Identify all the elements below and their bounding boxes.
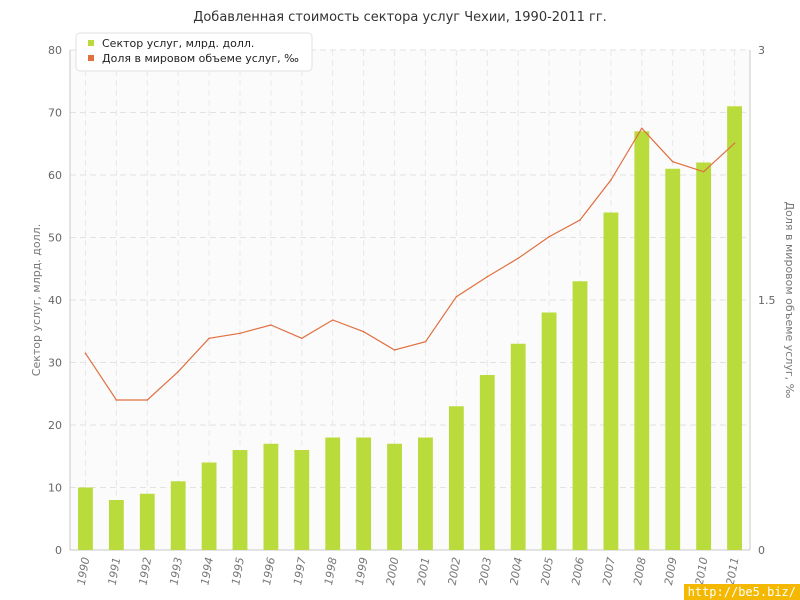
bar bbox=[603, 212, 619, 550]
line-point bbox=[486, 275, 489, 278]
x-tick-label: 2009 bbox=[662, 556, 680, 586]
bar bbox=[108, 500, 124, 550]
line-point bbox=[84, 352, 87, 355]
y-tick-label: 20 bbox=[48, 419, 62, 432]
line-point bbox=[610, 179, 612, 181]
bar bbox=[479, 375, 495, 550]
x-tick-label: 2006 bbox=[569, 556, 587, 586]
y-tick-label: 0 bbox=[55, 544, 62, 557]
bar bbox=[572, 281, 588, 550]
x-tick-label: 2007 bbox=[600, 556, 618, 586]
bar bbox=[294, 450, 310, 550]
x-tick-label: 2008 bbox=[631, 556, 649, 586]
watermark-link[interactable]: http://be5.biz/ bbox=[683, 584, 800, 600]
legend-swatch bbox=[88, 40, 94, 46]
line-point bbox=[301, 337, 303, 340]
bar bbox=[356, 437, 372, 550]
bar bbox=[263, 443, 279, 550]
x-tick-label: 2011 bbox=[724, 556, 742, 586]
y-axis-right-title: Доля в мировом объеме услуг, ‰ bbox=[783, 202, 796, 399]
y-right-tick-label: 1.5 bbox=[758, 294, 776, 307]
x-tick-label: 2005 bbox=[538, 556, 556, 586]
y-right-tick-label: 3 bbox=[758, 44, 765, 57]
bar bbox=[387, 443, 402, 550]
line-point bbox=[424, 340, 427, 343]
line-point bbox=[671, 160, 674, 163]
y-tick-label: 10 bbox=[48, 482, 62, 495]
bar bbox=[727, 106, 742, 550]
y-tick-label: 40 bbox=[48, 294, 62, 307]
line-point bbox=[579, 219, 581, 221]
x-tick-label: 2002 bbox=[446, 556, 464, 586]
y-right-tick-label: 0 bbox=[758, 544, 765, 557]
x-tick-label: 1996 bbox=[260, 556, 278, 586]
line-series bbox=[84, 127, 735, 401]
x-tick-label: 2000 bbox=[384, 556, 402, 586]
x-tick-label: 2004 bbox=[507, 556, 525, 586]
x-tick-label: 1998 bbox=[322, 556, 340, 586]
line-point bbox=[702, 170, 705, 173]
bar bbox=[448, 406, 464, 550]
line-point bbox=[733, 142, 736, 145]
x-tick-label: 2001 bbox=[415, 556, 433, 586]
x-tick-label: 1999 bbox=[353, 556, 371, 586]
x-tick-label: 1990 bbox=[75, 556, 93, 586]
legend-swatch bbox=[88, 55, 94, 61]
x-tick-label: 1992 bbox=[137, 556, 155, 586]
line-point bbox=[208, 337, 210, 340]
bar bbox=[541, 312, 557, 550]
legend-label: Сектор услуг, млрд. долл. bbox=[102, 37, 254, 50]
bar bbox=[325, 437, 341, 550]
line-point bbox=[239, 332, 241, 335]
line-point bbox=[393, 349, 396, 351]
x-tick-label: 2003 bbox=[477, 556, 495, 586]
y-tick-label: 70 bbox=[48, 107, 62, 120]
line-point bbox=[177, 370, 179, 373]
x-tick-label: 1995 bbox=[229, 556, 247, 586]
bar bbox=[139, 493, 155, 550]
line-point bbox=[115, 399, 118, 401]
legend-label: Доля в мировом объеме услуг, ‰ bbox=[102, 52, 299, 65]
bar bbox=[634, 131, 650, 550]
y-tick-label: 30 bbox=[48, 357, 62, 370]
x-tick-label: 1993 bbox=[167, 556, 185, 586]
line-point bbox=[517, 257, 519, 260]
legend-box bbox=[75, 32, 313, 72]
bar bbox=[665, 168, 681, 550]
y-tick-label: 60 bbox=[48, 169, 62, 182]
line-point bbox=[331, 319, 334, 321]
line-point bbox=[641, 127, 643, 130]
line-point bbox=[548, 235, 550, 238]
line-point bbox=[362, 330, 365, 333]
line-point bbox=[455, 295, 458, 298]
bar bbox=[418, 437, 433, 550]
line-point bbox=[270, 324, 272, 326]
x-tick-label: 1991 bbox=[106, 556, 124, 586]
bar bbox=[78, 487, 93, 550]
x-tick-label: 1994 bbox=[198, 556, 216, 586]
bar bbox=[696, 162, 712, 550]
bar bbox=[510, 343, 526, 550]
chart-title: Добавленная стоимость сектора услуг Чехи… bbox=[193, 10, 607, 25]
x-tick-label: 1997 bbox=[291, 556, 309, 586]
line-point bbox=[146, 399, 149, 401]
y-tick-label: 50 bbox=[48, 232, 62, 245]
bar bbox=[201, 462, 217, 550]
y-axis-title: Сектор услуг, млрд. долл. bbox=[30, 224, 43, 376]
bar bbox=[170, 481, 186, 550]
bar bbox=[232, 450, 248, 550]
y-tick-label: 80 bbox=[48, 44, 62, 57]
x-tick-label: 2010 bbox=[693, 556, 711, 586]
